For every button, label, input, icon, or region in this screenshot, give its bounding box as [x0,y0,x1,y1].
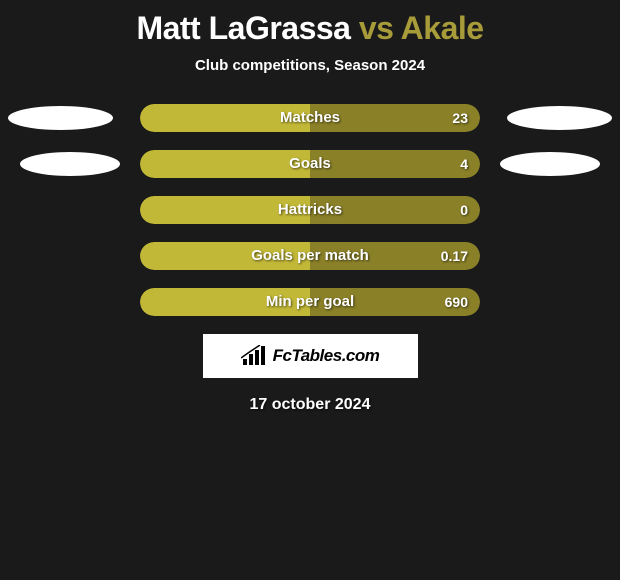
player-right-name: Akale [401,10,484,46]
date-label: 17 october 2024 [0,396,620,414]
decorative-ellipse [500,152,600,176]
chart-area: Matches23 Goals4 Hattricks0 Goals per match… [0,104,620,316]
stat-bar-row: Min per goal690 [140,288,480,316]
decorative-ellipse [20,152,120,176]
stat-value-right: 23 [452,104,468,132]
vs-label: vs [359,10,394,46]
subtitle: Club competitions, Season 2024 [0,57,620,74]
stat-bar-row: Hattricks0 [140,196,480,224]
stats-bars: Matches23 Goals4 Hattricks0 Goals per match… [140,104,480,316]
stat-value-right: 0 [460,196,468,224]
bars-icon [241,345,267,367]
stat-label: Matches [140,104,480,132]
brand-logo-box: FcTables.com [203,334,418,378]
stat-label: Hattricks [140,196,480,224]
stat-bar-row: Goals4 [140,150,480,178]
stat-bar-row: Matches23 [140,104,480,132]
stat-value-right: 0.17 [441,242,468,270]
stat-label: Goals [140,150,480,178]
page-title: Matt LaGrassa vs Akale [0,0,620,47]
decorative-ellipse [8,106,113,130]
stat-label: Goals per match [140,242,480,270]
stat-label: Min per goal [140,288,480,316]
stat-value-right: 690 [445,288,468,316]
decorative-ellipse [507,106,612,130]
player-left-name: Matt LaGrassa [136,10,350,46]
stat-bar-row: Goals per match0.17 [140,242,480,270]
stat-value-right: 4 [460,150,468,178]
brand-text: FcTables.com [273,346,380,366]
